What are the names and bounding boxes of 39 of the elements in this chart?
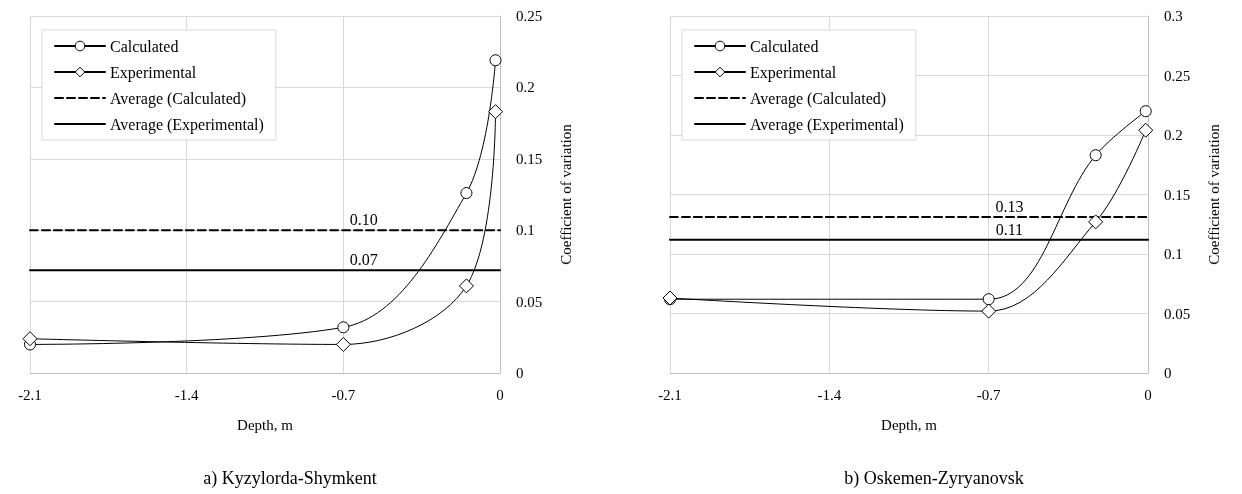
x-tick-label: -1.4 <box>174 386 200 403</box>
text: b) Oskemen-Zyryanovsk <box>844 468 1024 489</box>
y-tick-label: 0.1 <box>1164 246 1183 262</box>
y-tick-label: 0.25 <box>516 8 543 24</box>
x-axis-title: Depth, m <box>237 416 294 433</box>
x-tick-label: -2.1 <box>18 386 42 403</box>
y-tick-label: 0.15 <box>516 150 543 167</box>
y-axis-title: Coefficient of variation <box>1205 123 1222 265</box>
x-tick-label: -2.1 <box>658 386 682 403</box>
annotation: 0.07 <box>349 251 378 269</box>
x-tick-label: 0 <box>1144 386 1152 403</box>
y-tick-label: 0.05 <box>1164 305 1191 322</box>
x-tick-label: -1.4 <box>817 386 842 403</box>
legend-label: Average (Calculated) <box>750 89 887 108</box>
y-tick-label: 0 <box>516 365 524 381</box>
text: a) Kyzylorda-Shymkent <box>203 468 377 489</box>
legend-label: Calculated <box>750 37 819 55</box>
x-tick-label: 0 <box>496 386 504 403</box>
y-tick-label: 0 <box>1164 365 1172 381</box>
annotation: 0.13 <box>995 198 1024 216</box>
y-axis-title: Coefficient of variation <box>557 123 574 265</box>
legend-label: Calculated <box>110 37 179 55</box>
y-tick-label: 0.25 <box>1164 67 1191 84</box>
annotation: 0.10 <box>349 211 378 229</box>
annotation: 0.11 <box>995 220 1024 238</box>
y-tick-label: 0.15 <box>1164 186 1191 203</box>
x-tick-label: -0.7 <box>331 386 356 403</box>
y-tick-label: 0.2 <box>1164 127 1183 143</box>
y-tick-label: 0.1 <box>516 222 535 239</box>
x-tick-label: -0.7 <box>976 386 1002 403</box>
legend-label: Average (Experimental) <box>750 115 904 134</box>
y-tick-label: 0.3 <box>1164 8 1183 24</box>
legend-label: Experimental <box>750 63 837 82</box>
legend-label: Average (Calculated) <box>110 89 247 108</box>
y-tick-label: 0.05 <box>516 293 543 310</box>
legend-label: Average (Experimental) <box>110 115 264 134</box>
legend-label: Experimental <box>110 63 197 82</box>
y-tick-label: 0.2 <box>516 79 535 96</box>
x-axis-title: Depth, m <box>881 416 938 433</box>
